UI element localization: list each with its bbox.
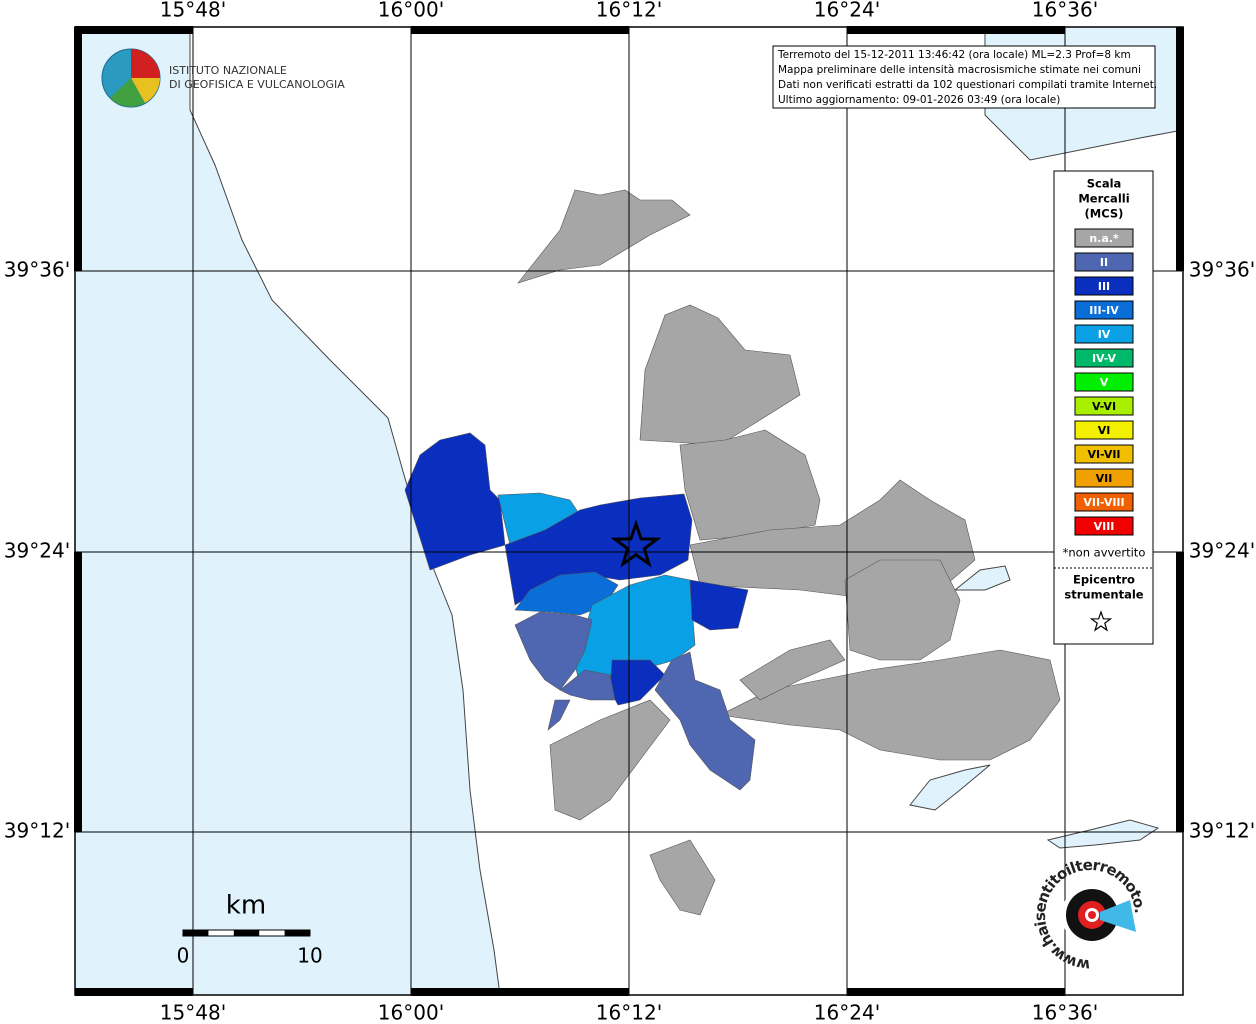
municipality	[559, 669, 616, 701]
frame-tick	[847, 988, 1065, 996]
info-box	[772, 45, 1156, 109]
legend-label: n.a.*	[1089, 232, 1119, 245]
legend-swatch	[1074, 516, 1134, 536]
longitude-label: 16°36'	[1032, 0, 1098, 22]
legend-title: Scala	[1087, 177, 1122, 191]
longitude-label: 16°00'	[378, 0, 444, 22]
legend-label: V	[1100, 376, 1109, 389]
info-text: Mappa preliminare delle intensità macros…	[778, 64, 1141, 76]
legend-epicenter: strumentale	[1064, 588, 1143, 602]
municipality	[514, 611, 593, 691]
longitude-label: 16°24'	[814, 0, 880, 22]
municipality	[649, 839, 716, 916]
latitude-label: 39°24'	[1189, 539, 1255, 563]
frame-tick	[847, 26, 1065, 34]
longitude-label: 15°48'	[160, 0, 226, 22]
legend-swatch	[1074, 468, 1134, 488]
legend-swatch	[1074, 420, 1134, 440]
municipality	[844, 559, 961, 661]
legend-label: III	[1098, 280, 1110, 293]
logo-text: ISTITUTO NAZIONALE	[169, 64, 287, 77]
latitude-label: 39°24'	[4, 539, 70, 563]
legend-swatch	[1074, 492, 1134, 512]
logo-globe	[110, 78, 145, 107]
brand-logo	[1088, 911, 1096, 919]
legend-label: VII	[1096, 472, 1113, 485]
legend-swatch	[1074, 228, 1134, 248]
longitude-label: 16°36'	[1032, 1001, 1098, 1024]
latitude-label: 39°36'	[1189, 258, 1255, 282]
latitude-label: 39°36'	[4, 258, 70, 282]
legend-note: *non avvertito	[1063, 546, 1146, 560]
longitude-label: 16°00'	[378, 1001, 444, 1024]
frame-tick	[75, 988, 193, 996]
scale-bar	[284, 930, 310, 936]
legend-title: (MCS)	[1085, 207, 1124, 221]
logo-text: DI GEOFISICA E VULCANOLOGIA	[169, 78, 345, 91]
municipality	[549, 699, 671, 821]
logo-globe	[131, 49, 160, 78]
legend-label: II	[1100, 256, 1108, 269]
frame-tick	[74, 552, 82, 832]
scale-label: 10	[297, 944, 322, 968]
logo-globe	[131, 78, 160, 103]
municipality	[739, 639, 846, 701]
legend-label: VI-VII	[1087, 448, 1120, 461]
legend-label: VI	[1098, 424, 1111, 437]
legend-title: Mercalli	[1078, 192, 1129, 206]
legend-label: IV	[1098, 328, 1111, 341]
municipality	[547, 699, 571, 731]
legend-label: VII-VIII	[1083, 496, 1124, 509]
latitude-label: 39°12'	[4, 819, 70, 843]
frame-tick	[1176, 27, 1184, 271]
scale-bar	[233, 930, 260, 936]
scale-label: 0	[177, 944, 190, 968]
municipality	[639, 304, 801, 446]
longitude-label: 16°12'	[596, 1001, 662, 1024]
latitude-label: 39°12'	[1189, 819, 1255, 843]
longitude-label: 16°12'	[596, 0, 662, 22]
frame-tick	[74, 27, 82, 271]
lake	[953, 565, 1011, 591]
scale-unit: km	[226, 891, 266, 921]
municipality	[654, 651, 756, 791]
municipality	[514, 571, 619, 616]
longitude-label: 16°24'	[814, 1001, 880, 1024]
municipality	[689, 579, 749, 631]
frame-tick	[1176, 552, 1184, 832]
legend-label: V-VI	[1092, 400, 1116, 413]
municipality	[517, 189, 691, 284]
legend-label: VIII	[1094, 520, 1115, 533]
municipality	[404, 432, 506, 571]
scale-bar	[183, 930, 209, 936]
legend-swatch	[1074, 300, 1134, 320]
municipality	[719, 649, 1061, 761]
frame-tick	[75, 26, 193, 34]
epicenter	[610, 519, 662, 568]
legend-label: III-IV	[1089, 304, 1119, 317]
info-text: Terremoto del 15-12-2011 13:46:42 (ora l…	[777, 49, 1131, 61]
legend-epicenter: Epicentro	[1073, 573, 1135, 587]
info-text: Dati non verificati estratti da 102 ques…	[778, 79, 1157, 91]
lake	[1046, 819, 1160, 849]
legend-label: IV-V	[1092, 352, 1117, 365]
legend-swatch	[1074, 252, 1134, 272]
brand-logo	[1100, 900, 1136, 932]
legend-swatch	[1074, 348, 1134, 368]
frame-tick	[411, 988, 629, 996]
legend-swatch	[1074, 372, 1134, 392]
legend-star	[1089, 610, 1113, 632]
info-text: Ultimo aggiornamento: 09-01-2026 03:49 (…	[778, 94, 1060, 106]
legend-swatch	[1074, 324, 1134, 344]
legend-swatch	[1074, 276, 1134, 296]
longitude-label: 15°48'	[160, 1001, 226, 1024]
legend-swatch	[1074, 444, 1134, 464]
lake	[909, 764, 991, 811]
legend-swatch	[1074, 396, 1134, 416]
frame-tick	[411, 26, 629, 34]
